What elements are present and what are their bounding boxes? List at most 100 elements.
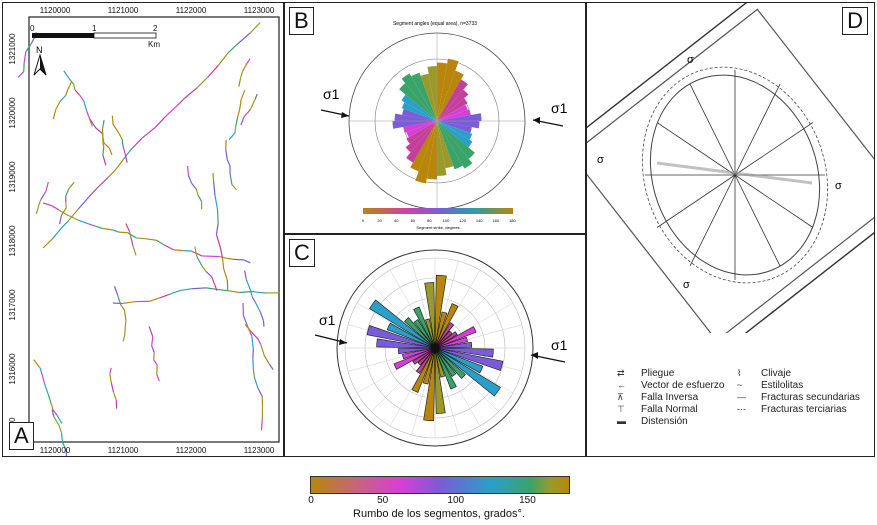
y-tick-label: 1317000	[8, 289, 17, 321]
svg-text:σ: σ	[683, 279, 690, 291]
rose-petal	[415, 347, 436, 374]
scale-bar: 0 1 2 Km	[30, 24, 160, 49]
svg-text:σ1: σ1	[551, 100, 568, 116]
rose-petal	[417, 347, 436, 366]
fold-icon: ⇄	[617, 368, 625, 378]
svg-text:100: 100	[443, 218, 450, 223]
fracture-rays	[645, 70, 825, 280]
rose-petal	[434, 303, 459, 349]
colorbar-tick: 0	[308, 495, 314, 506]
main-colorbar: 0 50 100 150 Rumbo de los segmentos, grados…	[308, 476, 570, 521]
legend-item: ~ Estilolitas	[737, 380, 804, 391]
rose-petal	[413, 319, 436, 349]
stress-arrow-right: σ1	[532, 100, 568, 127]
svg-text:160: 160	[492, 218, 499, 223]
x-tick-label: 1120000	[40, 446, 71, 455]
svg-text:Km: Km	[148, 40, 160, 49]
svg-text:N: N	[36, 45, 43, 55]
svg-text:1: 1	[92, 24, 97, 33]
stress-vector-icon: ←	[617, 380, 626, 390]
rose-petal	[376, 338, 436, 349]
stress-arrow-right: σ1	[530, 337, 568, 363]
drainage-map: 1120000 1120000 1121000 1121000 1122000 11220…	[8, 6, 280, 477]
svg-text:σ: σ	[597, 154, 604, 166]
rose-petal	[386, 322, 436, 349]
rose-petal	[434, 347, 466, 379]
legend-item: -·- Fracturas terciarias	[737, 404, 847, 415]
legend-item: ⇄ Pliegue	[617, 368, 675, 379]
colorbar-label: Rumbo de los segmentos, grados°.	[353, 508, 525, 520]
svg-text:140: 140	[476, 218, 483, 223]
svg-text:0: 0	[30, 24, 35, 33]
rose-petal	[434, 347, 484, 374]
svg-text:σ1: σ1	[551, 337, 568, 353]
x-tick-label: 1123000	[244, 446, 275, 455]
rose-petal	[434, 326, 477, 349]
reverse-fault-icon: ⊼	[617, 392, 624, 402]
map-frame	[28, 16, 280, 443]
rose-petal	[434, 331, 458, 349]
tertiary-fracture-icon: -·-	[737, 404, 746, 414]
legend-item: ⊼ Falla Inversa	[617, 392, 699, 403]
secondary-fracture-icon: —	[737, 392, 746, 402]
svg-text:20: 20	[377, 218, 382, 223]
north-arrow-icon: N	[33, 45, 47, 76]
mini-colorbar	[363, 208, 513, 214]
svg-text:180: 180	[509, 218, 516, 223]
rose-petal	[423, 347, 436, 422]
rose-petal	[402, 347, 436, 360]
svg-text:Segment strike, degrees: Segment strike, degrees	[416, 225, 459, 230]
rose-petal	[434, 347, 457, 390]
rose-petal	[413, 306, 436, 349]
rose-petal	[412, 347, 436, 365]
rose-petal	[434, 274, 447, 349]
rose-petal	[434, 347, 501, 397]
stylolite-icon: ~	[737, 380, 743, 390]
y-tick-label: 1319000	[8, 161, 17, 193]
rose-petal	[366, 325, 436, 349]
stress-arrow-left: σ1	[320, 86, 350, 118]
x-tick-label: 1122000	[176, 446, 207, 455]
svg-text:σ: σ	[835, 180, 842, 192]
panel-b-rose: Segment angles (equal area), n=3733 σ1 σ…	[284, 2, 586, 234]
svg-text:80: 80	[427, 218, 432, 223]
y-tick-label: 1321000	[8, 33, 17, 65]
rose-petal	[434, 347, 494, 358]
rose-petal	[434, 347, 446, 414]
panel-d-model: σ σ σ σ D ⇄ Pliegue ← Vector de esfuerzo ⊼…	[558, 0, 877, 457]
strain-ellipse-diagram: σ σ σ σ	[558, 0, 877, 355]
rose-petal	[369, 299, 436, 349]
rose-petal	[434, 341, 473, 349]
legend-item: ⊤ Falla Normal	[617, 404, 698, 415]
rose-petals	[392, 58, 482, 184]
panel-label-b: B	[289, 7, 314, 35]
stream-network	[17, 22, 280, 477]
x-tick-label: 1121000	[108, 446, 139, 455]
y-tick-label: 1318000	[8, 225, 17, 257]
panel-c-rose: σ1 σ1 C	[284, 234, 586, 457]
x-tick-label: 1120000	[40, 6, 71, 15]
mini-colorbar-ticks: 0 20 40 60 80 100 120 140 160 180	[362, 218, 517, 223]
rose-diagram-b: Segment angles (equal area), n=3733 σ1 σ…	[320, 21, 568, 230]
rose-petal	[434, 330, 453, 349]
x-tick-label: 1121000	[108, 6, 139, 15]
panel-label-c: C	[289, 239, 315, 267]
cleavage-icon: ⌇	[737, 368, 742, 378]
rose-petal	[404, 317, 436, 349]
rose-petal	[434, 347, 457, 377]
y-tick-label: 1316000	[8, 353, 17, 385]
stress-arrow-left: σ1	[314, 312, 348, 345]
panel-label-a: A	[9, 422, 34, 450]
y-tick-label: 1320000	[8, 97, 17, 129]
rose-petal	[411, 347, 436, 393]
extension-icon: ▬	[617, 416, 626, 426]
svg-text:σ1: σ1	[319, 312, 336, 328]
stress-arrow-icon: σ σ σ σ	[597, 54, 842, 291]
rose-petals-c	[366, 274, 504, 422]
rose-petal	[434, 347, 446, 378]
rose-petal	[393, 347, 436, 370]
svg-text:2: 2	[153, 24, 158, 33]
colorbar-tick: 100	[447, 495, 465, 506]
svg-text:40: 40	[394, 218, 399, 223]
legend-item: ⌇ Clivaje	[737, 368, 792, 379]
